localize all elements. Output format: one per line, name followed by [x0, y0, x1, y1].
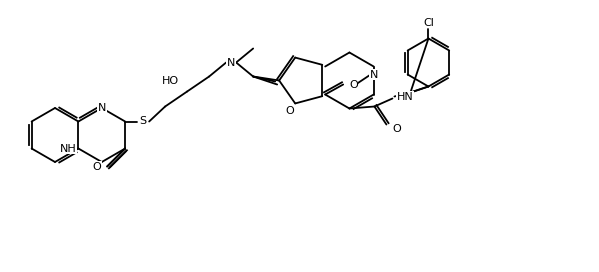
Text: N: N — [370, 70, 378, 79]
Text: O: O — [349, 79, 358, 89]
Text: O: O — [286, 106, 295, 116]
Text: NH: NH — [60, 144, 77, 153]
Text: HO: HO — [162, 76, 179, 86]
Text: HN: HN — [397, 91, 413, 101]
Text: S: S — [140, 116, 147, 126]
Text: N: N — [98, 103, 106, 113]
Text: O: O — [392, 125, 401, 134]
Text: O: O — [92, 162, 101, 172]
Text: N: N — [227, 57, 235, 67]
Text: Cl: Cl — [423, 17, 434, 27]
